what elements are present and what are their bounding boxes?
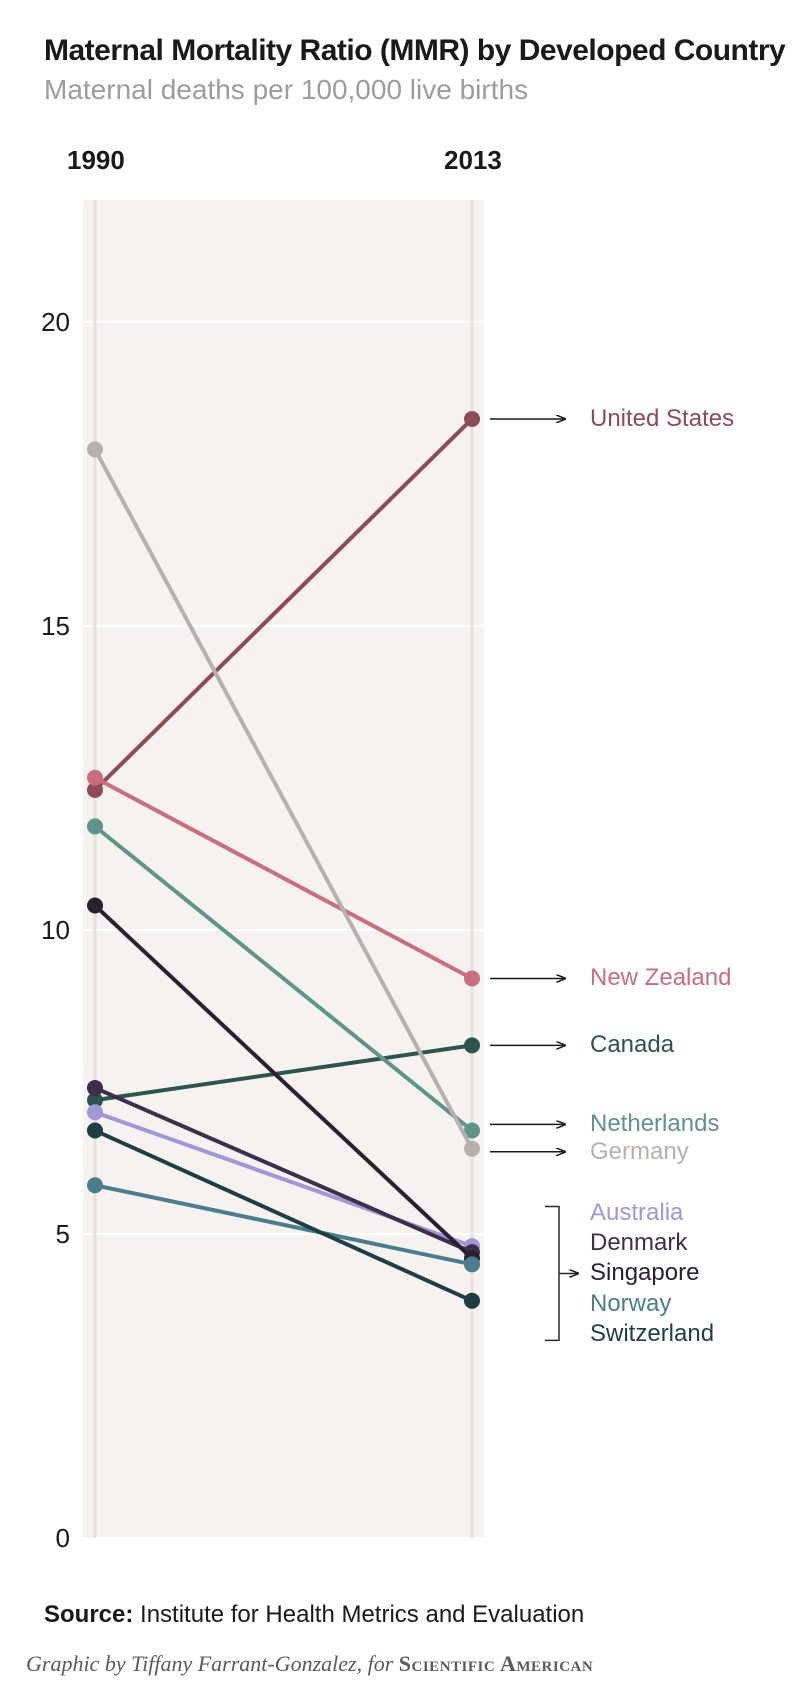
series-label: New Zealand [590,964,731,992]
source-line: Source: Institute for Health Metrics and… [44,1601,584,1629]
y-tick-label: 15 [20,611,70,642]
series-label: Switzerland [590,1320,714,1348]
series-label: Norway [590,1290,671,1318]
year-label-end: 2013 [444,145,502,176]
chart-container: Maternal Mortality Ratio (MMR) by Develo… [0,0,792,1703]
source-text: Institute for Health Metrics and Evaluat… [140,1601,584,1628]
credit-line: Graphic by Tiffany Farrant-Gonzalez, for… [26,1651,593,1677]
credit-publisher: Scientific American [399,1651,593,1676]
series-label: Denmark [590,1229,687,1257]
series-label: Singapore [590,1259,699,1287]
y-tick-label: 0 [20,1523,70,1554]
series-label: Germany [590,1138,689,1166]
credit-prefix: Graphic by Tiffany Farrant-Gonzalez, for [26,1651,399,1676]
y-tick-label: 10 [20,915,70,946]
year-label-start: 1990 [67,145,125,176]
y-tick-label: 20 [20,307,70,338]
y-tick-label: 5 [20,1219,70,1250]
series-label: Netherlands [590,1110,719,1138]
series-label: Canada [590,1031,674,1059]
series-label: United States [590,405,734,433]
slope-chart [0,0,792,1703]
series-label: Australia [590,1199,683,1227]
source-label: Source: [44,1601,133,1628]
